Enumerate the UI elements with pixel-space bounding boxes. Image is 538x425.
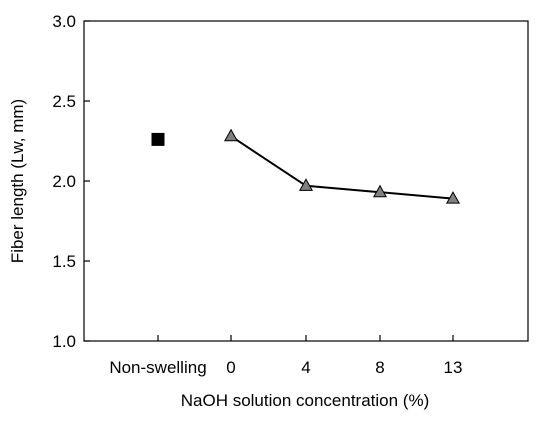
x-axis: Non-swelling 0 4 8 13 [109, 335, 462, 377]
x-tick-label: 4 [301, 358, 310, 377]
y-tick-label: 1.5 [52, 252, 76, 271]
x-axis-label: NaOH solution concentration (%) [181, 391, 430, 410]
y-axis-label: Fiber length (Lw, mm) [8, 99, 27, 263]
y-tick-label: 3.0 [52, 12, 76, 31]
x-tick-label: 0 [226, 358, 235, 377]
series-layer [151, 128, 461, 204]
x-tick-label: 8 [375, 358, 384, 377]
y-tick-label: 2.0 [52, 172, 76, 191]
data-point-square [151, 132, 165, 146]
y-axis: 1.0 1.5 2.0 2.5 3.0 [52, 12, 90, 351]
data-point-triangle [372, 184, 388, 198]
data-point-triangle [445, 191, 461, 204]
x-tick-label: 13 [444, 358, 463, 377]
data-point-triangle [298, 178, 314, 191]
y-tick-label: 2.5 [52, 92, 76, 111]
y-tick-label: 1.0 [52, 332, 76, 351]
data-point-triangle [223, 128, 239, 142]
series-line [230, 135, 454, 200]
x-tick-label: Non-swelling [109, 358, 206, 377]
